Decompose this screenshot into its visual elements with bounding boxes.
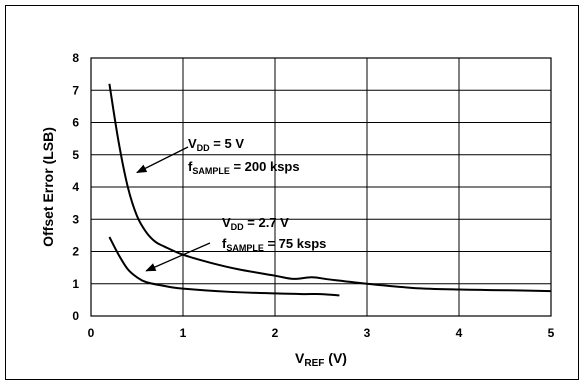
label-main: f: [188, 159, 193, 174]
annotation-2-line2: fSAMPLE = 75 ksps: [222, 236, 326, 253]
annotation-arrow-1: [136, 146, 189, 174]
x-axis-title: VREF (V): [295, 350, 347, 369]
series-line-2: [108, 236, 340, 297]
y-tick-label: 4: [72, 180, 79, 194]
y-tick-label: 5: [72, 148, 79, 162]
y-tick-label: 7: [72, 83, 79, 97]
label-tail: = 75 ksps: [264, 236, 327, 251]
label-subscript: DD: [231, 222, 244, 232]
chart-frame: [5, 5, 579, 380]
annotation-2-line1: VDD = 2.7 V: [222, 215, 289, 232]
x-tick-label: 3: [364, 326, 371, 340]
y-axis-title: Offset Error (LSB): [40, 127, 56, 247]
label-tail: = 2.7 V: [244, 215, 289, 230]
y-tick-label: 2: [72, 245, 79, 259]
x-tick-label: 5: [548, 326, 555, 340]
y-tick-label: 3: [72, 212, 79, 226]
label-main: V: [295, 350, 305, 366]
label-subscript: DD: [197, 143, 210, 153]
label-main: f: [222, 236, 227, 251]
label-tail: = 200 ksps: [230, 159, 300, 174]
y-tick-label: 1: [72, 277, 79, 291]
y-tick-label: 8: [72, 51, 79, 65]
label-subscript: SAMPLE: [226, 243, 264, 253]
label-tail: (V): [324, 350, 347, 366]
y-tick-label: 6: [72, 116, 79, 130]
plot-area-border: [90, 57, 552, 317]
label-main: V: [188, 136, 197, 151]
x-tick-label: 4: [456, 326, 463, 340]
x-tick-label: 0: [88, 326, 95, 340]
series-line-1: [108, 83, 552, 293]
annotation-arrow-2: [145, 242, 211, 272]
label-subscript: REF: [304, 358, 324, 369]
annotation-1-line2: fSAMPLE = 200 ksps: [188, 159, 300, 176]
label-tail: = 5 V: [210, 136, 245, 151]
x-tick-label: 1: [180, 326, 187, 340]
label-main: V: [222, 215, 231, 230]
label-subscript: SAMPLE: [192, 166, 230, 176]
x-tick-label: 2: [272, 326, 279, 340]
y-tick-label: 0: [72, 309, 79, 323]
annotation-1-line1: VDD = 5 V: [188, 136, 244, 153]
